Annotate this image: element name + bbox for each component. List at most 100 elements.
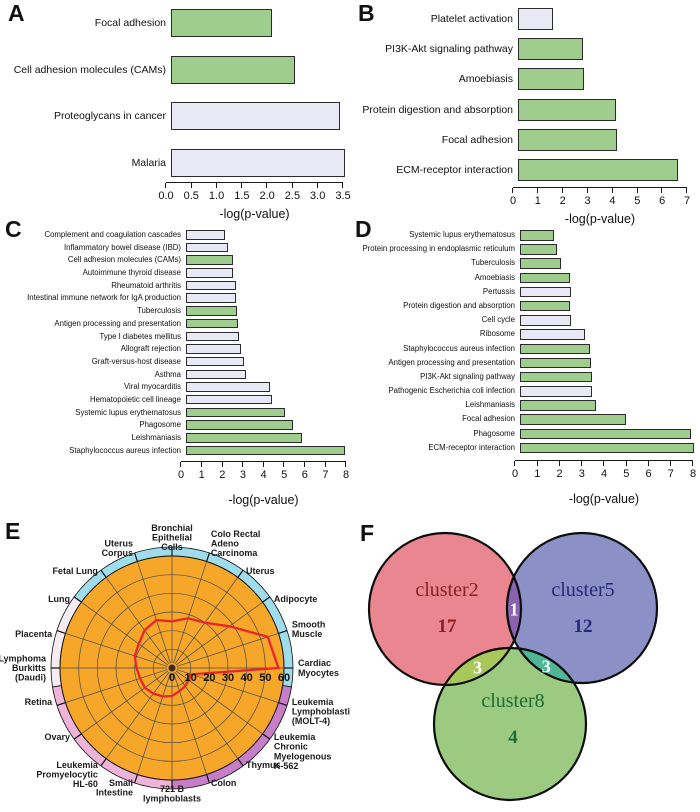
axis-label-line: Cardiac (298, 658, 331, 668)
bar-row: Systemic lupus erythematosus (350, 230, 700, 241)
radial-tick-label: 20 (203, 672, 215, 684)
bar-label: Leishmaniasis (465, 400, 515, 410)
axis-label-line: K-562 (274, 761, 299, 771)
spoke (176, 633, 279, 667)
ring-tick (206, 552, 210, 562)
bar-label: Proteoglycans in cancer (53, 110, 166, 122)
bar (520, 230, 555, 241)
bar (186, 394, 272, 405)
bar-chart-B: Platelet activation PI3K-Akt signaling pa… (350, 0, 700, 226)
axis-tick-label: 5 (281, 469, 288, 482)
bar-label: Platelet activation (430, 13, 513, 25)
bar-label: PI3K-Akt signaling pathway (385, 43, 513, 56)
bar (520, 428, 692, 440)
axis-label: Smooth Muscle (292, 619, 326, 639)
bar (186, 242, 229, 253)
bar-row: Ribosome (350, 329, 700, 340)
axis-label-line: Uterus (246, 566, 275, 576)
axis-tick (324, 462, 326, 468)
panel-letter-C: C (5, 216, 22, 242)
bar-row: Focal adhesion (0, 9, 350, 37)
bar-track (520, 286, 698, 298)
bar (520, 300, 571, 312)
bar-label: Cell adhesion molecules (CAMs) (67, 255, 181, 265)
set-count: 12 (574, 616, 593, 637)
radial-tick-label: 40 (241, 672, 253, 684)
spoke (137, 561, 171, 664)
axis-tick-label: 0 (177, 469, 185, 482)
axis-label: Bronchial Epithelial Cells (151, 523, 193, 552)
axis-label-line: Adeno (211, 539, 240, 549)
bar (186, 420, 294, 430)
axis-label-line: Intestine (96, 787, 133, 797)
axis-tick (670, 461, 672, 467)
axis-label-line: Lymphoma (0, 653, 47, 663)
x-axis-title: -log(p-value) (564, 211, 636, 226)
bar (171, 148, 346, 177)
axis-tick (647, 461, 649, 467)
bar (186, 407, 285, 418)
x-axis-title: -log(p-value) (228, 493, 299, 508)
bar-track (520, 428, 698, 440)
bar-track (520, 357, 698, 369)
axis-tick (215, 182, 217, 188)
axis-label-line: Lung (48, 594, 70, 604)
axis-label-line: Bronchial (151, 523, 193, 533)
axis-label-line: Corpus (102, 548, 134, 558)
panel-E: E 0 10 20 30 40 50 60 Bronchial Epithelial Cells C… (0, 518, 355, 812)
bar (186, 433, 302, 443)
axis-label: Lymphoma Burkitts (Daudi) (0, 653, 47, 682)
radial-tick-label: 60 (278, 672, 290, 684)
bar-rows: Systemic lupus erythematosus Protein proc… (350, 216, 700, 454)
ring-tick (237, 758, 244, 767)
panel-A: A Focal adhesion Cell adhesion molecules … (0, 0, 351, 221)
bar (186, 280, 236, 291)
bar-chart-D: Systemic lupus erythematosus Protein proc… (350, 216, 700, 518)
axis-label-line: Small (109, 778, 133, 788)
axis-tick-label: 5 (623, 468, 630, 481)
bar-track (186, 318, 351, 329)
bar-row: Cell adhesion molecules (CAMs) (0, 55, 350, 84)
bar-label: Cell adhesion molecules (CAMs) (13, 63, 166, 76)
ring-tick (73, 733, 82, 740)
bar-label: Type I diabetes mellitus (99, 331, 181, 341)
spoke (173, 561, 207, 664)
bar-label: Tuberculosis (137, 306, 181, 316)
axis-tick-label: 2 (219, 469, 226, 482)
axis-label-line: Cells (161, 542, 183, 552)
axis-tick (636, 187, 638, 193)
axis-tick-label: 3 (584, 194, 591, 207)
axis-label-line: Epithelial (152, 532, 192, 542)
ring-tick (237, 569, 244, 578)
bar-track (186, 344, 351, 354)
bar-row: Cell cycle (350, 315, 700, 326)
axis-tick-label: 0.0 (158, 189, 174, 202)
bar-track (171, 102, 348, 130)
bar (518, 158, 679, 181)
bar (186, 230, 226, 240)
axis-tick-label: 8 (342, 469, 350, 482)
axis-label-line: Promyelocytic (36, 770, 98, 780)
bar-rows: Complement and coagulation cascades Infla… (0, 216, 351, 456)
bar-track (520, 386, 698, 397)
axis-tick (537, 187, 539, 193)
bar-track (186, 255, 351, 265)
bar-label: Inflammatory bowel disease (IBD) (64, 242, 181, 252)
bar-track (520, 244, 698, 255)
bar-label: Amoebiasis (458, 73, 513, 86)
bar-row: Complement and coagulation cascades (0, 230, 350, 240)
axis-label-line: Carcinoma (211, 548, 259, 558)
axis-label: Leukemia Promyelocytic HL-60 (36, 760, 99, 789)
axis-label-line: Colo Rectal (211, 529, 261, 539)
bar-row: Platelet activation (350, 8, 700, 30)
axis-label: Adipocyte (274, 594, 318, 604)
bar (518, 38, 583, 61)
bar (520, 400, 596, 411)
axis-tick (692, 461, 694, 467)
spoke (105, 577, 170, 665)
bar (520, 442, 694, 454)
bar-label: Systemic lupus erythematosus (409, 230, 515, 239)
bar-row: Phagosome (0, 420, 350, 430)
bar-label: Viral myocarditis (123, 382, 181, 392)
spoke (65, 633, 168, 667)
